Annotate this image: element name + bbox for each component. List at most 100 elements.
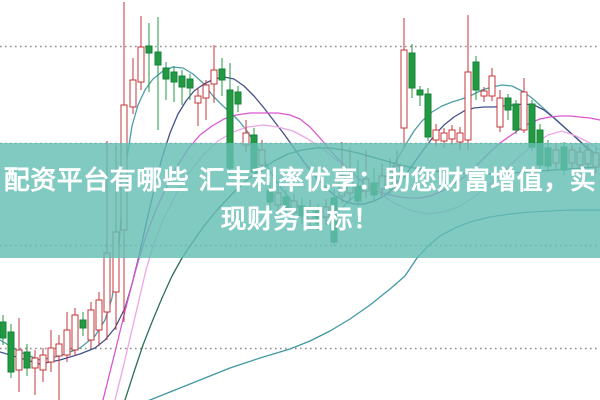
candle-up	[306, 200, 314, 227]
candle-up	[87, 302, 95, 348]
candle-body	[137, 46, 145, 83]
candle-down	[424, 88, 432, 141]
candle-up	[448, 125, 456, 145]
candle-up	[112, 145, 120, 330]
candle-body	[424, 93, 432, 138]
candle-body	[55, 343, 63, 357]
candle-body	[464, 71, 472, 141]
candle-down	[408, 44, 416, 98]
candle-body	[338, 175, 346, 197]
candle-body	[290, 200, 298, 214]
candle-down	[79, 312, 87, 336]
candle-body	[7, 331, 15, 373]
candle-up	[432, 124, 440, 146]
candle-body	[432, 129, 440, 141]
candle-up	[63, 312, 71, 362]
candle-body	[472, 61, 480, 91]
candle-up	[362, 150, 370, 198]
candle-up	[95, 292, 103, 346]
candle-body	[129, 79, 137, 108]
candle-up	[103, 141, 111, 340]
candle-body	[266, 189, 274, 203]
candle-body	[79, 319, 87, 329]
candle-down	[472, 56, 480, 100]
candle-body	[274, 192, 282, 206]
candle-body	[186, 78, 194, 89]
candle-down	[528, 100, 536, 151]
candle-down	[512, 100, 520, 134]
candle-body	[528, 103, 536, 148]
candle-down	[0, 315, 7, 345]
candle-down	[162, 62, 170, 100]
candle-body	[330, 197, 338, 243]
candle-up	[274, 186, 282, 213]
candle-body	[202, 84, 210, 99]
candle-up	[552, 144, 560, 169]
candle-down	[218, 58, 226, 96]
candle-body	[15, 349, 23, 371]
candle-body	[306, 208, 314, 220]
candle-body	[194, 95, 202, 104]
candle-body	[87, 309, 95, 341]
candle-body	[112, 231, 120, 293]
candle-up	[31, 350, 39, 395]
candle-down	[178, 70, 186, 105]
candle-body	[362, 178, 370, 192]
candle-body	[234, 91, 242, 105]
candle-body	[386, 170, 394, 187]
candle-body	[250, 134, 258, 173]
candle-body	[162, 67, 170, 80]
candle-up	[120, 2, 128, 322]
candle-up	[480, 87, 488, 102]
candle-body	[512, 103, 520, 131]
candle-up	[242, 120, 250, 152]
candle-body	[400, 49, 408, 129]
candle-down	[504, 94, 512, 120]
candle-body	[488, 75, 496, 97]
candle-down	[145, 23, 153, 92]
candle-down	[536, 124, 544, 170]
candle-down	[330, 190, 338, 246]
candle-body	[95, 299, 103, 331]
candle-up	[194, 88, 202, 126]
candle-body	[416, 89, 424, 96]
candle-down	[266, 182, 274, 210]
candle-up	[71, 308, 79, 356]
candle-down	[298, 198, 306, 224]
candle-body	[23, 351, 31, 369]
candle-down	[170, 66, 178, 102]
candle-body	[226, 89, 234, 169]
candle-body	[408, 52, 416, 89]
candle-up	[290, 194, 298, 221]
candle-body	[354, 185, 362, 202]
candle-down	[370, 168, 378, 202]
candle-down	[416, 86, 424, 106]
candle-down	[560, 142, 568, 175]
candle-body	[393, 165, 401, 182]
candle-body	[298, 205, 306, 217]
candle-body	[258, 149, 266, 166]
candle-down	[314, 204, 322, 231]
candle-up	[346, 148, 354, 201]
candle-up	[464, 15, 472, 150]
candle-up	[39, 348, 47, 382]
candle-body	[242, 132, 250, 146]
candle-body	[560, 146, 568, 171]
candle-body	[584, 149, 592, 165]
candle-body	[536, 129, 544, 166]
candle-up	[129, 58, 137, 114]
candle-down	[234, 86, 242, 112]
candle-up	[322, 199, 330, 225]
candle-body	[440, 132, 448, 142]
candle-up	[338, 142, 346, 203]
candle-body	[178, 75, 186, 88]
candle-body	[210, 69, 218, 85]
ma-lines	[0, 66, 600, 400]
candle-up	[400, 18, 408, 148]
candle-body	[568, 149, 576, 164]
candle-body	[47, 347, 55, 363]
candle-body	[322, 206, 330, 218]
